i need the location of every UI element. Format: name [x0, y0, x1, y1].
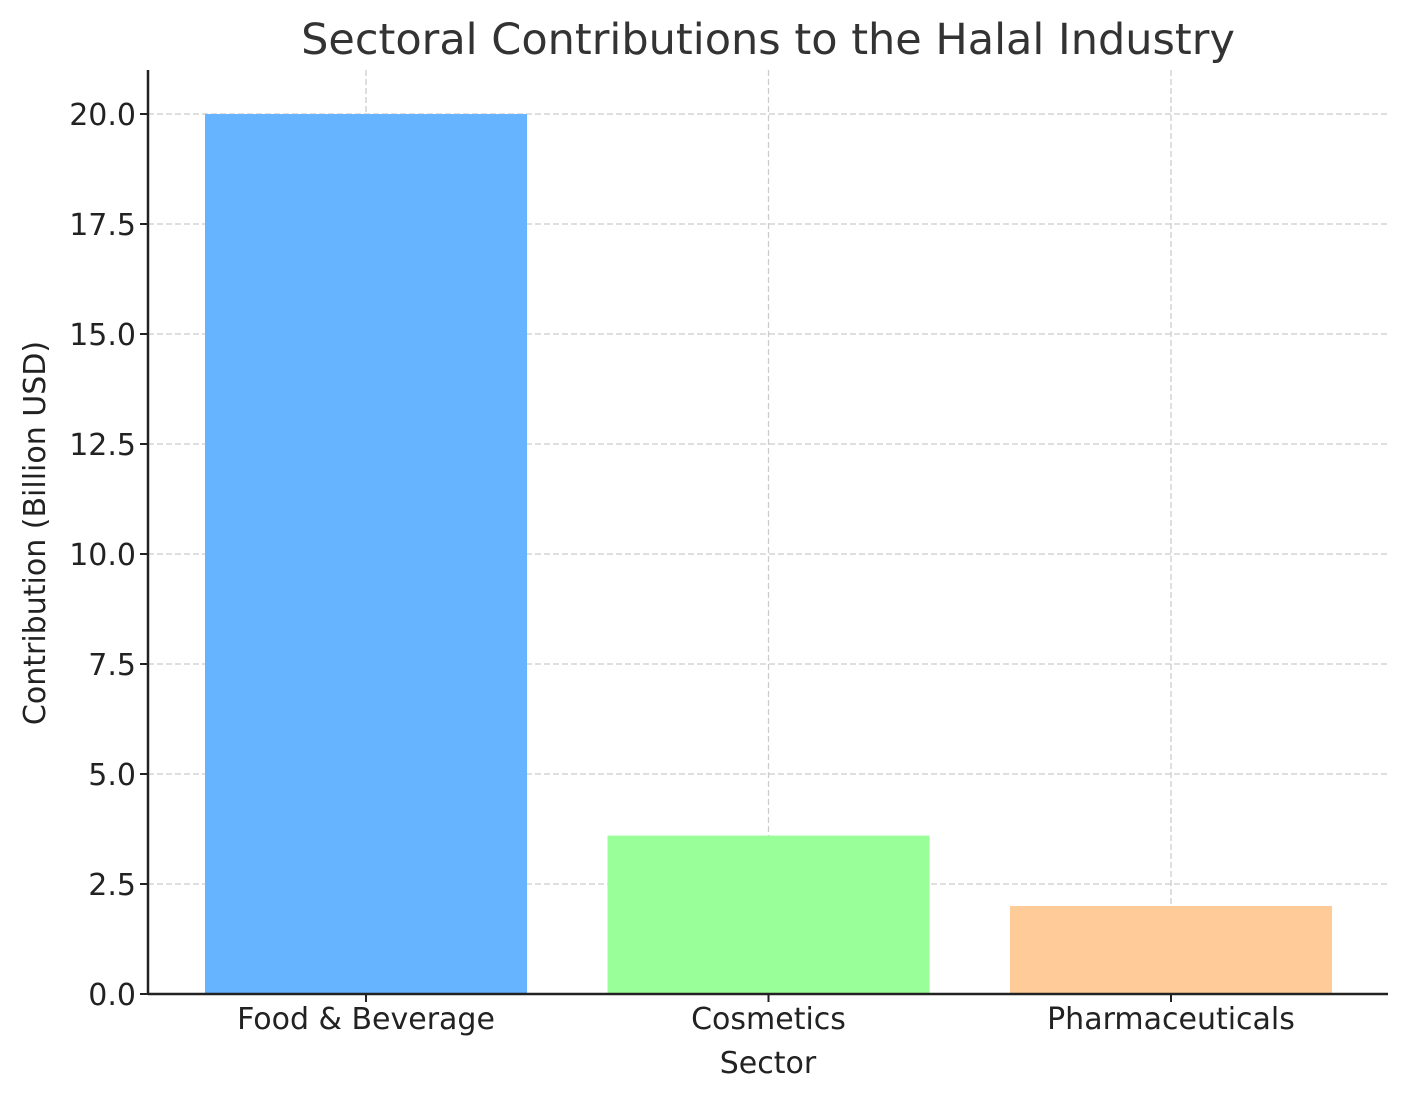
y-tick-label: 10.0: [69, 538, 136, 573]
bars: [205, 114, 1332, 994]
y-tick-label: 5.0: [88, 758, 136, 793]
y-tick-label: 12.5: [69, 428, 136, 463]
bar-food-beverage: [205, 114, 527, 994]
y-tick-label: 17.5: [69, 208, 136, 243]
axes: [140, 70, 1388, 1002]
y-tick-label: 20.0: [69, 98, 136, 133]
chart-title: Sectoral Contributions to the Halal Indu…: [301, 15, 1235, 65]
x-tick-label: Food & Beverage: [237, 1002, 495, 1037]
y-tick-label: 2.5: [88, 868, 136, 903]
x-tick-label: Cosmetics: [691, 1002, 846, 1037]
x-axis-label: Sector: [720, 1046, 817, 1081]
y-tick-label: 0.0: [88, 978, 136, 1013]
bar-cosmetics: [607, 835, 930, 994]
y-tick-label: 15.0: [69, 318, 136, 353]
x-tick-label: Pharmaceuticals: [1047, 1002, 1295, 1037]
y-tick-label: 7.5: [88, 648, 136, 683]
bar-pharmaceuticals: [1010, 906, 1332, 994]
y-axis-label: Contribution (Billion USD): [18, 341, 53, 725]
tick-labels: 0.0 2.5 5.0 7.5 10.0 12.5 15.0 17.5 20.0 Food & B…: [69, 98, 1295, 1037]
